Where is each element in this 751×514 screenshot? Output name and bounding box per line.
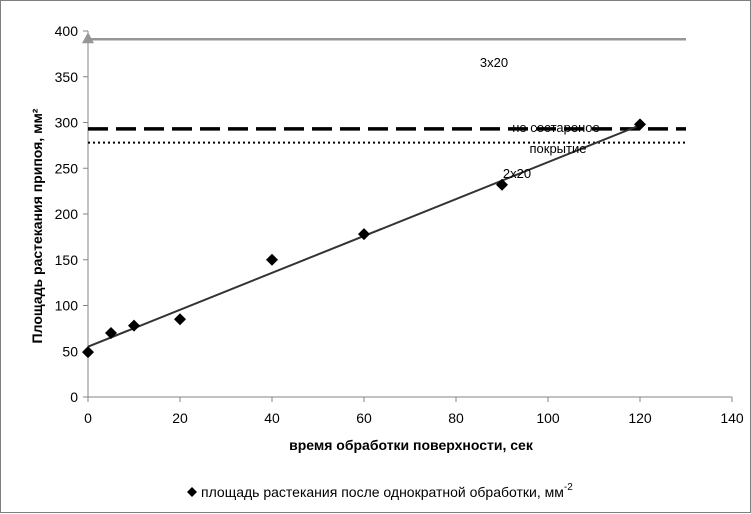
x-tick-label: 0 — [84, 410, 92, 426]
annotations: 3x20 не состареное покрытие 2x20 — [480, 55, 600, 181]
data-point — [174, 313, 186, 326]
data-point — [358, 228, 370, 241]
x-tick-label: 40 — [264, 410, 280, 426]
data-point — [128, 319, 140, 332]
data-point — [266, 253, 278, 266]
x-tick-label: 60 — [356, 410, 372, 426]
legend: площадь растекания после однократной обр… — [187, 482, 573, 500]
x-axis-title: время обработки поверхности, сек — [289, 437, 534, 453]
x-tick-label: 80 — [448, 410, 464, 426]
x-tick-label: 140 — [720, 410, 744, 426]
data-points — [82, 118, 646, 359]
y-tick-label: 300 — [55, 115, 79, 131]
annotation-unaged-line2: покрытие — [530, 141, 587, 156]
x-tick-label: 100 — [536, 410, 560, 426]
legend-label: площадь растекания после однократной обр… — [201, 482, 573, 500]
data-point — [82, 346, 94, 359]
axes: 0 50 100 150 200 250 300 350 400 0 20 40 60 80 100 120 1… — [55, 23, 744, 426]
annotation-unaged-line1: не состареное — [512, 120, 600, 135]
legend-label-text: площадь растекания после однократной обр… — [201, 484, 564, 500]
data-point — [634, 118, 646, 131]
reference-line-triangle-marker — [82, 32, 94, 44]
y-tick-label: 400 — [55, 23, 79, 39]
legend-diamond-marker — [187, 487, 197, 497]
x-tick-label: 120 — [628, 410, 652, 426]
y-tick-label: 200 — [55, 206, 79, 222]
y-tick-label: 250 — [55, 160, 79, 176]
x-tick-label: 20 — [172, 410, 188, 426]
y-tick-label: 350 — [55, 69, 79, 85]
annotation-3x20: 3x20 — [480, 55, 508, 70]
y-tick-label: 0 — [70, 389, 78, 405]
annotation-2x20: 2x20 — [503, 166, 531, 181]
y-axis-title: Площадь растекания припоя, мм² — [29, 108, 45, 343]
y-tick-label: 50 — [62, 343, 78, 359]
data-point — [496, 178, 508, 191]
y-tick-label: 100 — [55, 298, 79, 314]
data-point — [105, 326, 117, 339]
y-tick-label: 150 — [55, 252, 79, 268]
reference-lines — [82, 32, 686, 144]
legend-label-superscript: -2 — [564, 482, 573, 493]
